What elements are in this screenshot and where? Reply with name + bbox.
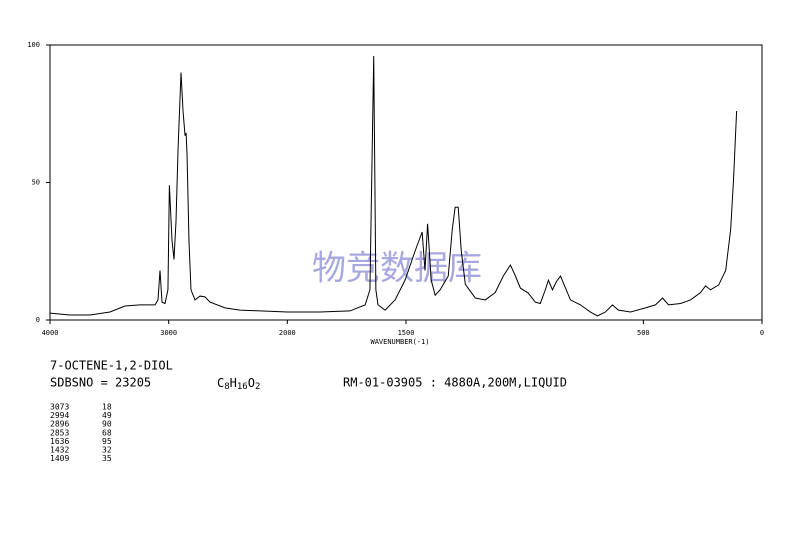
peak-intensity: 90 [102,420,112,429]
peak-intensity: 18 [102,403,112,412]
peak-intensity: 32 [102,446,112,455]
peak-intensity: 49 [102,411,112,420]
x-tick-label: 500 [637,329,650,337]
formula: C8H16O2 [217,376,260,392]
conditions: RM-01-03905 : 4880A,200M,LIQUID [343,376,567,390]
y-tick-label: 50 [32,179,40,187]
formula-element: H [230,376,237,390]
peak-wavenumber: 1432 [50,446,69,455]
x-tick-label: 3000 [160,329,177,337]
formula-subscript: 8 [224,382,229,392]
formula-element: C [217,376,224,390]
peak-wavenumber: 1409 [50,454,69,463]
formula-subscript: 16 [237,382,248,392]
x-tick-label: 4000 [42,329,59,337]
peak-intensity: 68 [102,428,112,437]
x-tick-label: 2000 [279,329,296,337]
x-tick-label: 1500 [398,329,415,337]
peak-wavenumber: 1636 [50,437,69,446]
peak-wavenumber: 2994 [50,411,69,420]
x-tick-label: 0 [760,329,764,337]
spectrum-line [49,55,738,317]
watermark: 物竞数据库 [312,249,482,289]
formula-subscript: 2 [255,382,260,392]
peak-wavenumber: 2896 [50,420,69,429]
peak-wavenumber: 3073 [50,403,69,412]
y-tick-label: 100 [27,41,40,49]
sdbs-number: SDBSNO = 23205 [50,376,151,390]
compound-name: 7-OCTENE-1,2-DIOL [50,359,173,373]
y-tick-label: 0 [36,316,40,324]
peak-wavenumber: 2853 [50,428,69,437]
peak-intensity: 35 [102,454,112,463]
peak-intensity: 95 [102,437,112,446]
formula-element: O [248,376,255,390]
x-axis-label: WAVENUMBER(-1) [370,338,429,346]
